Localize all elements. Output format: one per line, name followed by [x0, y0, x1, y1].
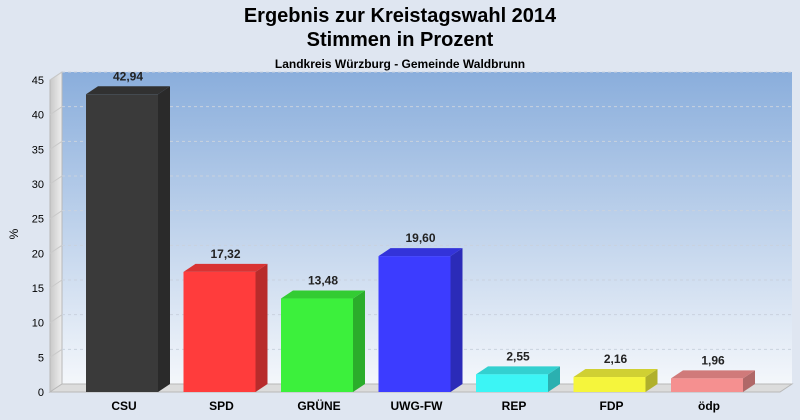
x-tick-label: FDP: [600, 399, 624, 413]
y-tick-label: 45: [32, 75, 44, 87]
grid-line-side: [49, 348, 63, 358]
data-label: 19,60: [405, 231, 435, 245]
chart-title-block: Ergebnis zur Kreistagswahl 2014 Stimmen …: [0, 4, 800, 73]
bar-side: [450, 248, 463, 392]
bar-front: [476, 374, 548, 392]
bar-top: [671, 370, 755, 379]
y-tick-label: 5: [38, 352, 44, 364]
bar-side: [645, 369, 658, 392]
bar-front: [671, 378, 743, 392]
grid-line-side: [49, 314, 63, 324]
bar-top: [476, 366, 560, 375]
data-label: 2,55: [506, 349, 530, 363]
grid-line-side: [49, 175, 63, 185]
bar-front: [86, 94, 158, 393]
y-tick-label: 0: [38, 387, 44, 399]
bar-side: [353, 290, 365, 392]
bar-top: [573, 369, 658, 378]
grid-line-side: [49, 279, 63, 289]
x-tick-label: SPD: [209, 399, 234, 413]
y-tick-label: 10: [32, 318, 44, 330]
bar-side: [548, 366, 560, 392]
bar-top: [86, 86, 170, 95]
chart-subtitle: Stimmen in Prozent: [306, 29, 494, 51]
x-tick-label: REP: [502, 399, 527, 413]
bar-ödp: [671, 370, 755, 392]
bar-rep: [476, 366, 560, 392]
grid-line-side: [49, 140, 63, 150]
bar-side: [158, 86, 170, 393]
chart-title: Ergebnis zur Kreistagswahl 2014: [243, 5, 557, 27]
bar-top: [378, 248, 463, 257]
x-tick-label: UWG-FW: [391, 399, 444, 413]
bar-fdp: [573, 369, 658, 392]
plot-side-wall: [49, 71, 63, 393]
y-tick-label: 25: [32, 214, 44, 226]
bar-front: [183, 271, 256, 392]
bar-top: [183, 263, 268, 272]
x-tick-label: GRÜNE: [297, 398, 340, 413]
bar-front: [378, 256, 451, 392]
y-axis-title: %: [7, 228, 21, 239]
data-label: 13,48: [308, 274, 338, 288]
y-tick-label: 30: [32, 179, 44, 191]
grid-line-side: [49, 244, 63, 254]
y-tick-label: 20: [32, 248, 44, 260]
y-tick-label: 15: [32, 283, 44, 295]
grid-line-side: [49, 106, 63, 116]
bar-csu: [86, 86, 170, 393]
y-tick-label: 40: [32, 110, 44, 122]
bar-uwg-fw: [378, 248, 463, 392]
grid-line-side: [49, 210, 63, 220]
bar-grüne: [281, 290, 365, 392]
bar-front: [281, 298, 353, 392]
data-label: 42,94: [113, 69, 143, 83]
data-label: 2,16: [604, 352, 628, 366]
y-tick-label: 35: [32, 144, 44, 156]
x-tick-label: ödp: [698, 399, 720, 413]
grid-line-side: [49, 71, 63, 81]
bar-spd: [183, 263, 268, 392]
data-label: 17,32: [210, 247, 240, 261]
bar-side: [743, 370, 755, 392]
bar-side: [255, 263, 268, 392]
chart-caption: Landkreis Würzburg - Gemeinde Waldbrunn: [274, 57, 526, 71]
x-tick-label: CSU: [111, 399, 136, 413]
bar-top: [281, 290, 365, 299]
data-label: 1,96: [701, 353, 725, 367]
bar-front: [573, 377, 646, 392]
